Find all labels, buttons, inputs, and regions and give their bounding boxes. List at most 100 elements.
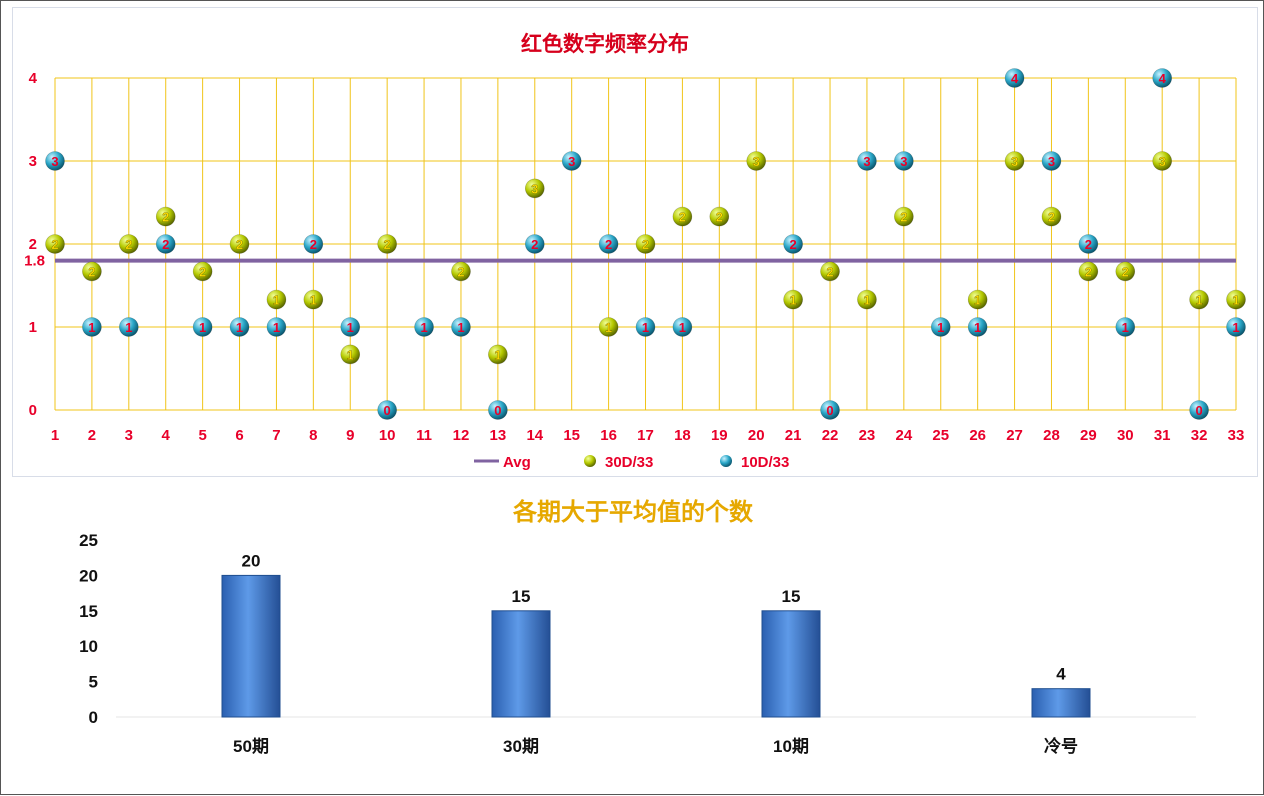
point-10d [1078,234,1099,254]
x-tick-label: 4 [162,427,171,444]
legend-10d-label: 10D/33 [741,454,789,471]
point-30d-label: 3 [1159,154,1166,169]
x-tick-label: 21 [785,427,802,444]
point-10d-label: 4 [1159,71,1167,86]
y-tick-label: 4 [29,70,38,87]
point-10d-label: 0 [1195,403,1202,418]
point-30d [857,289,877,310]
point-30d-label: 2 [88,264,95,279]
x-tick-label: 12 [453,427,470,444]
point-30d-label: 1 [974,293,981,308]
point-10d-label: 2 [162,237,169,252]
point-30d [303,289,324,310]
point-10d-label: 1 [199,320,206,335]
point-30d [1041,206,1062,227]
x-tick-label: 10 [379,427,396,444]
point-30d-label: 1 [863,293,870,308]
point-10d [82,317,102,337]
point-10d-label: 1 [679,320,686,335]
x-tick-label: 24 [896,427,913,444]
y-tick-label: 0 [29,402,37,419]
x-tick-label: 14 [526,427,543,444]
x-tick-label: 17 [637,427,654,444]
point-30d-label: 2 [1048,210,1055,225]
point-10d-label: 2 [605,237,612,252]
avg-line-group: 1.8 [24,253,1236,270]
point-30d [1115,261,1136,282]
x-tick-label: 13 [490,427,507,444]
point-10d-label: 2 [1085,237,1092,252]
point-10d [1004,68,1025,88]
point-30d-label: 1 [494,347,501,362]
x-tick-label: 7 [272,427,280,444]
point-10d-label: 0 [826,403,833,418]
point-30d [488,344,508,365]
bar [221,574,281,718]
point-10d-label: 0 [384,403,391,418]
point-10d-label: 1 [1232,320,1239,335]
point-10d-label: 1 [457,320,464,335]
point-10d [1152,68,1172,88]
data-points: 2 2 2 2 2 2 1 1 1 2 2 1 3 1 2 2 2 3 1 2 1 2 1 3 2 2 2 3 1 1 3 1 1 2 1 1 1 2 1 0… [45,68,1246,420]
bar [1031,688,1091,718]
point-30d-label: 3 [753,154,760,169]
y-tick-label: 1 [29,319,37,336]
x-tick-label: 29 [1080,427,1097,444]
point-30d-label: 2 [199,264,206,279]
point-10d [857,151,877,171]
bar-axis: 0 5 10 15 20 25 [79,531,1196,727]
x-tick-label: 1 [51,427,59,444]
point-10d-label: 3 [568,154,575,169]
point-30d [266,289,287,310]
x-tick-label: 33 [1228,427,1245,444]
point-30d [155,206,176,227]
point-10d [488,400,508,420]
x-tick-label: 3 [125,427,133,444]
x-tick-label: 18 [674,427,691,444]
point-10d [192,317,213,337]
legend-30d-swatch [584,455,596,467]
point-30d-label: 1 [1195,293,1202,308]
y-tick-label: 2 [29,236,37,253]
point-30d [1189,289,1209,310]
x-tick-label: 30 [1117,427,1134,444]
point-30d [598,317,619,337]
point-10d-label: 1 [974,320,981,335]
point-30d [119,234,139,254]
point-30d [82,261,102,282]
x-tick-label: 23 [859,427,876,444]
point-10d [1226,317,1246,337]
point-10d-label: 4 [1011,71,1019,86]
x-tick-label: 32 [1191,427,1208,444]
x-tick-label: 31 [1154,427,1171,444]
bar [491,610,551,718]
point-30d-label: 1 [790,293,797,308]
point-30d-label: 2 [384,237,391,252]
point-10d [672,317,693,337]
x-tick-label: 16 [600,427,617,444]
legend: Avg 30D/33 10D/33 [474,454,789,471]
point-10d-label: 2 [790,237,797,252]
x-tick-label: 5 [198,427,206,444]
point-30d [377,234,397,254]
point-30d [967,289,988,310]
point-30d-label: 2 [679,210,686,225]
x-tick-label: 9 [346,427,354,444]
point-30d [746,151,767,171]
bar-y-tick-label: 0 [89,708,98,727]
point-10d-label: 1 [236,320,243,335]
x-tick-label: 22 [822,427,839,444]
point-30d [1152,151,1172,171]
point-30d [340,344,361,365]
bar-y-tick-label: 5 [89,673,98,692]
x-tick-label: 28 [1043,427,1060,444]
x-tick-label: 27 [1006,427,1023,444]
bars: 20 50期 15 30期 15 10期 4 冷号 [221,551,1091,756]
point-30d-label: 1 [347,347,354,362]
point-10d [635,317,656,337]
x-tick-label: 11 [416,427,432,444]
point-10d [894,151,914,171]
bar-y-tick-label: 25 [79,531,98,550]
point-30d [229,234,250,254]
legend-30d-label: 30D/33 [605,454,653,471]
